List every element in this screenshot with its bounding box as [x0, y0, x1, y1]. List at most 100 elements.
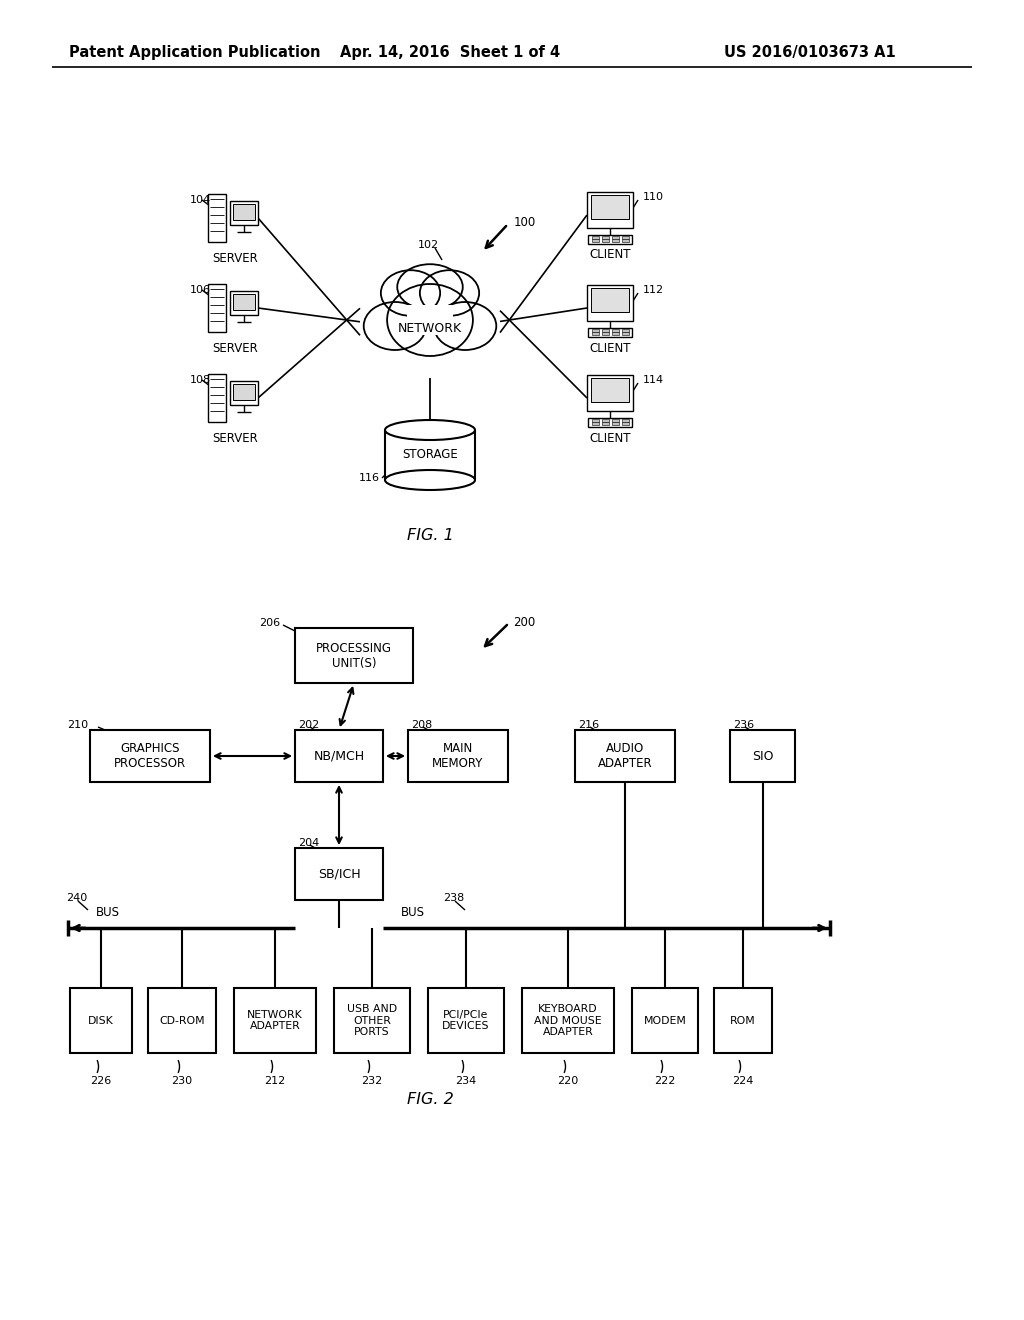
- Bar: [148, 987, 216, 1053]
- Text: 200: 200: [513, 616, 536, 630]
- Bar: [70, 987, 132, 1053]
- Bar: [234, 987, 316, 1053]
- Bar: [587, 191, 633, 228]
- Bar: [622, 418, 629, 421]
- Bar: [730, 730, 795, 781]
- Bar: [602, 239, 609, 242]
- Bar: [632, 987, 698, 1053]
- Text: 226: 226: [90, 1076, 112, 1086]
- Text: SERVER: SERVER: [212, 432, 258, 445]
- Text: 106: 106: [190, 285, 211, 294]
- Bar: [233, 205, 255, 220]
- Text: 220: 220: [557, 1076, 579, 1086]
- Text: CLIENT: CLIENT: [589, 342, 631, 355]
- Bar: [575, 730, 675, 781]
- Text: PCI/PCIe
DEVICES: PCI/PCIe DEVICES: [442, 1010, 489, 1031]
- Text: 108: 108: [190, 375, 211, 385]
- Text: 238: 238: [443, 894, 464, 903]
- Text: SERVER: SERVER: [212, 342, 258, 355]
- Text: KEYBOARD
AND MOUSE
ADAPTER: KEYBOARD AND MOUSE ADAPTER: [535, 1005, 602, 1038]
- Bar: [230, 381, 258, 405]
- Text: FIG. 1: FIG. 1: [407, 528, 454, 543]
- Text: MODEM: MODEM: [643, 1015, 686, 1026]
- Text: ROM: ROM: [730, 1015, 756, 1026]
- Bar: [622, 329, 629, 331]
- Bar: [612, 236, 618, 239]
- Text: CD-ROM: CD-ROM: [159, 1015, 205, 1026]
- Text: 234: 234: [456, 1076, 476, 1086]
- Text: PROCESSING
UNIT(S): PROCESSING UNIT(S): [316, 642, 392, 669]
- Bar: [208, 284, 226, 333]
- Text: 240: 240: [66, 894, 87, 903]
- Text: AUDIO
ADAPTER: AUDIO ADAPTER: [598, 742, 652, 770]
- Ellipse shape: [434, 302, 497, 350]
- Bar: [612, 418, 618, 421]
- Text: 230: 230: [171, 1076, 193, 1086]
- Text: USB AND
OTHER
PORTS: USB AND OTHER PORTS: [347, 1005, 397, 1038]
- Text: 222: 222: [654, 1076, 676, 1086]
- Text: BUS: BUS: [96, 906, 120, 919]
- Bar: [714, 987, 772, 1053]
- Bar: [230, 290, 258, 315]
- Bar: [233, 294, 255, 310]
- Bar: [295, 847, 383, 900]
- Bar: [602, 418, 609, 421]
- Ellipse shape: [385, 420, 475, 440]
- Text: 114: 114: [643, 375, 665, 385]
- Text: STORAGE: STORAGE: [402, 449, 458, 462]
- Text: 110: 110: [643, 191, 664, 202]
- Ellipse shape: [385, 470, 475, 490]
- Text: FIG. 2: FIG. 2: [407, 1093, 454, 1107]
- Text: SERVER: SERVER: [212, 252, 258, 264]
- Bar: [622, 333, 629, 334]
- Ellipse shape: [387, 284, 473, 356]
- Text: DISK: DISK: [88, 1015, 114, 1026]
- Text: CLIENT: CLIENT: [589, 432, 631, 445]
- Text: MAIN
MEMORY: MAIN MEMORY: [432, 742, 483, 770]
- Bar: [592, 239, 599, 242]
- Text: 232: 232: [361, 1076, 383, 1086]
- Text: 224: 224: [732, 1076, 754, 1086]
- Bar: [408, 730, 508, 781]
- Text: 102: 102: [418, 240, 439, 249]
- Text: Patent Application Publication: Patent Application Publication: [70, 45, 321, 59]
- Bar: [588, 235, 632, 244]
- Text: 204: 204: [298, 838, 319, 847]
- Bar: [612, 333, 618, 334]
- Text: NETWORK
ADAPTER: NETWORK ADAPTER: [247, 1010, 303, 1031]
- Bar: [407, 305, 454, 335]
- Ellipse shape: [364, 302, 426, 350]
- Text: CLIENT: CLIENT: [589, 248, 631, 261]
- Bar: [208, 194, 226, 242]
- Text: SB/ICH: SB/ICH: [317, 867, 360, 880]
- Bar: [230, 201, 258, 224]
- Text: 206: 206: [259, 618, 280, 628]
- Text: Apr. 14, 2016  Sheet 1 of 4: Apr. 14, 2016 Sheet 1 of 4: [340, 45, 560, 59]
- Bar: [602, 333, 609, 334]
- Text: NB/MCH: NB/MCH: [313, 750, 365, 763]
- Bar: [622, 236, 629, 239]
- Text: 100: 100: [514, 215, 537, 228]
- Bar: [612, 329, 618, 331]
- Bar: [591, 288, 629, 312]
- Bar: [233, 384, 255, 400]
- Bar: [591, 378, 629, 403]
- Bar: [592, 422, 599, 425]
- Bar: [334, 987, 410, 1053]
- Bar: [587, 375, 633, 411]
- Bar: [602, 329, 609, 331]
- Bar: [428, 987, 504, 1053]
- Text: SIO: SIO: [752, 750, 773, 763]
- Bar: [612, 422, 618, 425]
- Bar: [208, 374, 226, 422]
- Text: 212: 212: [264, 1076, 286, 1086]
- Bar: [592, 418, 599, 421]
- Text: 210: 210: [67, 719, 88, 730]
- Bar: [622, 422, 629, 425]
- Bar: [588, 418, 632, 426]
- Text: NETWORK: NETWORK: [398, 322, 462, 334]
- Ellipse shape: [397, 264, 463, 310]
- Bar: [622, 239, 629, 242]
- Bar: [295, 730, 383, 781]
- Bar: [592, 329, 599, 331]
